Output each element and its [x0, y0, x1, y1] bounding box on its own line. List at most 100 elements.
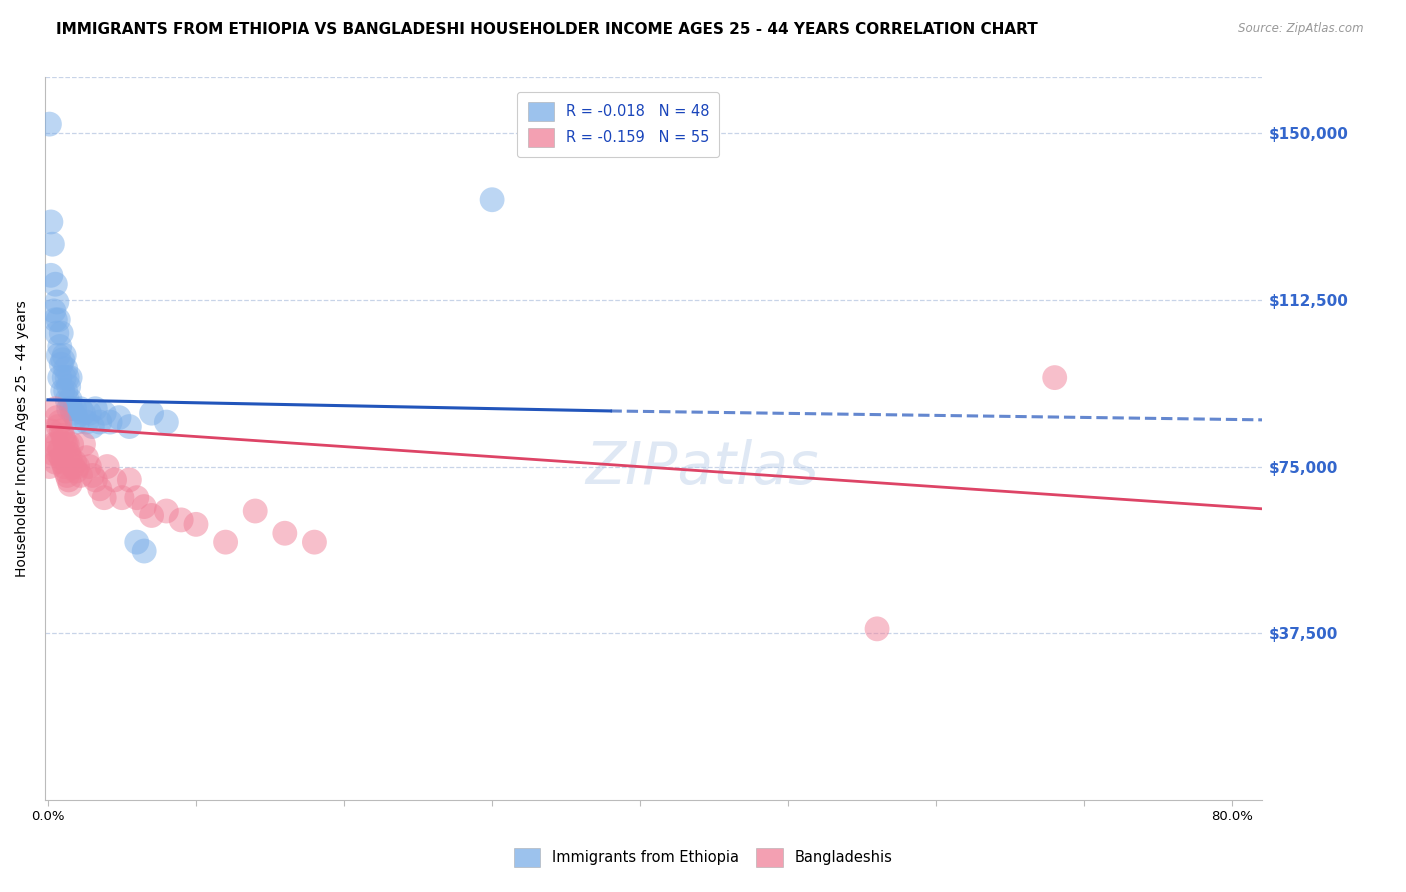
Point	[63, 401, 86, 416]
Point	[44, 401, 66, 416]
Point	[41, 237, 63, 252]
Point	[53, 433, 76, 447]
Point	[38, 459, 60, 474]
Point	[72, 437, 94, 451]
Point	[79, 459, 101, 474]
Point	[63, 455, 86, 469]
Point	[245, 504, 267, 518]
Point	[56, 468, 79, 483]
Point	[184, 517, 207, 532]
Point	[44, 455, 66, 469]
Point	[42, 437, 65, 451]
Point	[170, 513, 193, 527]
Point	[52, 352, 75, 367]
Point	[59, 392, 82, 407]
Point	[60, 437, 83, 451]
Point	[134, 500, 156, 514]
Point	[58, 401, 80, 416]
Point	[82, 468, 104, 483]
Point	[51, 357, 73, 371]
Point	[69, 401, 91, 416]
Point	[59, 477, 82, 491]
Point	[45, 410, 67, 425]
Point	[125, 535, 148, 549]
Point	[49, 339, 72, 353]
Point	[134, 544, 156, 558]
Point	[44, 277, 66, 292]
Point	[44, 313, 66, 327]
Point	[46, 348, 69, 362]
Point	[274, 526, 297, 541]
Point	[141, 406, 163, 420]
Text: Source: ZipAtlas.com: Source: ZipAtlas.com	[1239, 22, 1364, 36]
Point	[75, 415, 97, 429]
Point	[45, 295, 67, 310]
Point	[39, 424, 62, 438]
Point	[1043, 370, 1066, 384]
Point	[58, 379, 80, 393]
Point	[52, 428, 75, 442]
Y-axis label: Householder Income Ages 25 - 44 years: Householder Income Ages 25 - 44 years	[15, 301, 30, 577]
Point	[56, 392, 79, 407]
Point	[39, 268, 62, 283]
Point	[51, 326, 73, 340]
Point	[59, 370, 82, 384]
Point	[53, 370, 76, 384]
Text: IMMIGRANTS FROM ETHIOPIA VS BANGLADESHI HOUSEHOLDER INCOME AGES 25 - 44 YEARS CO: IMMIGRANTS FROM ETHIOPIA VS BANGLADESHI …	[56, 22, 1038, 37]
Point	[111, 491, 134, 505]
Text: ZIPatlas: ZIPatlas	[585, 439, 818, 496]
Point	[65, 464, 87, 478]
Point	[52, 455, 75, 469]
Point	[98, 415, 121, 429]
Point	[56, 370, 79, 384]
Point	[93, 491, 115, 505]
Point	[39, 215, 62, 229]
Point	[69, 468, 91, 483]
Point	[155, 504, 177, 518]
Point	[72, 406, 94, 420]
Point	[60, 401, 83, 416]
Point	[55, 464, 77, 478]
Point	[49, 415, 72, 429]
Point	[62, 406, 84, 420]
Point	[41, 446, 63, 460]
Point	[49, 370, 72, 384]
Point	[84, 473, 107, 487]
Point	[62, 459, 84, 474]
Point	[51, 450, 73, 465]
Point	[66, 415, 89, 429]
Point	[75, 450, 97, 465]
Point	[141, 508, 163, 523]
Point	[93, 406, 115, 420]
Point	[118, 473, 141, 487]
Point	[52, 384, 75, 398]
Point	[155, 415, 177, 429]
Point	[108, 410, 131, 425]
Point	[125, 491, 148, 505]
Point	[84, 401, 107, 416]
Point	[55, 384, 77, 398]
Point	[79, 406, 101, 420]
Point	[58, 446, 80, 460]
Point	[66, 459, 89, 474]
Point	[118, 419, 141, 434]
Legend: Immigrants from Ethiopia, Bangladeshis: Immigrants from Ethiopia, Bangladeshis	[505, 839, 901, 876]
Point	[38, 117, 60, 131]
Point	[866, 622, 889, 636]
Point	[55, 437, 77, 451]
Point	[214, 535, 236, 549]
Point	[45, 326, 67, 340]
Point	[55, 361, 77, 376]
Point	[304, 535, 326, 549]
Point	[481, 193, 503, 207]
Point	[56, 437, 79, 451]
Point	[65, 410, 87, 425]
Point	[46, 446, 69, 460]
Point	[42, 304, 65, 318]
Point	[53, 348, 76, 362]
Point	[46, 313, 69, 327]
Point	[59, 450, 82, 465]
Point	[82, 419, 104, 434]
Point	[45, 437, 67, 451]
Point	[89, 415, 111, 429]
